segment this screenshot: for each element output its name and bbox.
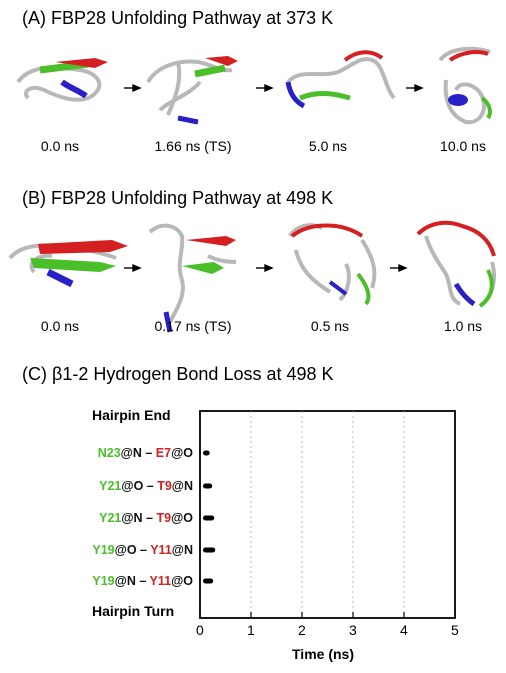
bond-label-2: Y21@O – T9@N xyxy=(99,479,193,493)
bond-label-5: Y19@N – Y11@O xyxy=(92,574,193,588)
panel-a-time-2: 1.66 ns (TS) xyxy=(154,138,232,154)
structure-a-10ns xyxy=(438,46,492,125)
x-tick-0: 0 xyxy=(196,622,204,638)
plot-frame xyxy=(199,410,456,619)
hairpin-turn-label: Hairpin Turn xyxy=(92,603,175,619)
bond-label-4: Y19@O – Y11@N xyxy=(92,543,193,557)
hbond-presence-bar xyxy=(203,483,213,489)
x-axis-title: Time (ns) xyxy=(292,646,354,662)
panel-a-time-4: 10.0 ns xyxy=(440,138,486,154)
hbond-presence-bar xyxy=(203,578,214,584)
hairpin-end-label: Hairpin End xyxy=(92,407,171,423)
hbond-presence-bar xyxy=(203,450,210,456)
hbond-presence-bar xyxy=(203,547,216,553)
x-tick-4: 4 xyxy=(400,622,408,638)
structure-a-0ns xyxy=(16,58,108,102)
panel-b-time-2: 0.17 ns (TS) xyxy=(154,318,232,334)
x-tick-3: 3 xyxy=(349,622,357,638)
structure-a-166ns xyxy=(146,56,238,125)
bond-label-1: N23@N – E7@O xyxy=(97,446,193,460)
panel-a-time-1: 0.0 ns xyxy=(40,138,80,154)
structure-b-017ns xyxy=(148,223,237,333)
structure-b-10ns xyxy=(416,220,497,308)
bond-label-3: Y21@N – T9@O xyxy=(99,511,193,525)
x-tick-5: 5 xyxy=(451,622,459,638)
panel-c-title: (C) β1-2 Hydrogen Bond Loss at 498 K xyxy=(22,364,334,384)
x-tick-1: 1 xyxy=(247,622,255,638)
panel-b-time-1: 0.0 ns xyxy=(40,318,80,334)
structure-b-0ns xyxy=(8,240,128,288)
hbond-presence-bar xyxy=(203,515,215,521)
structure-b-05ns xyxy=(288,223,377,306)
panel-b-title: (B) FBP28 Unfolding Pathway at 498 K xyxy=(22,188,334,208)
panel-a-time-3: 5.0 ns xyxy=(308,138,348,154)
panel-b-time-4: 1.0 ns xyxy=(443,318,483,334)
panel-a-title: (A) FBP28 Unfolding Pathway at 373 K xyxy=(22,8,334,28)
x-tick-2: 2 xyxy=(298,622,306,638)
structure-a-5ns xyxy=(285,50,396,109)
panel-b-time-3: 0.5 ns xyxy=(310,318,350,334)
